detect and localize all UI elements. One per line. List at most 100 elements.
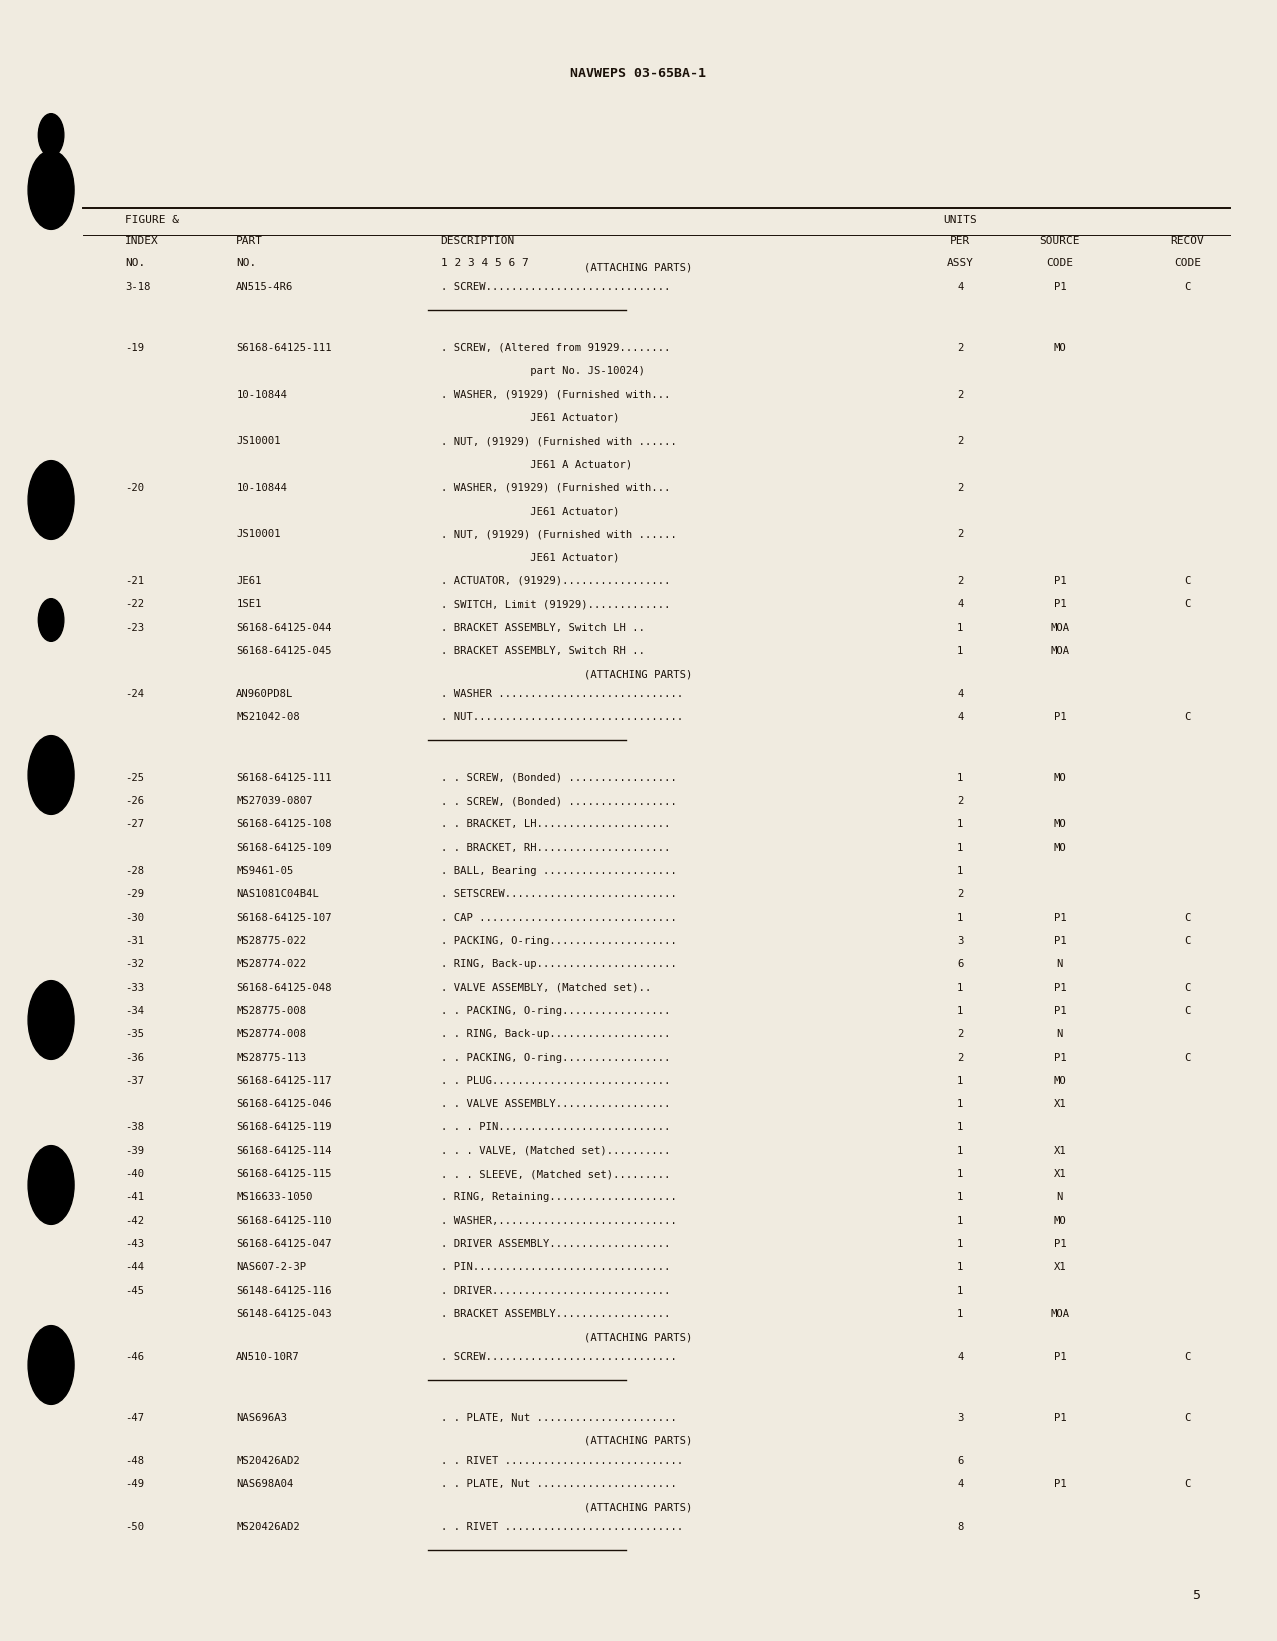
- Text: SOURCE: SOURCE: [1039, 236, 1080, 246]
- Text: . WASHER,............................: . WASHER,............................: [441, 1216, 677, 1226]
- Text: MS28775-113: MS28775-113: [236, 1052, 306, 1062]
- Text: -50: -50: [125, 1523, 144, 1533]
- Text: MOA: MOA: [1051, 622, 1069, 632]
- Text: X1: X1: [1054, 1262, 1066, 1272]
- Text: -39: -39: [125, 1145, 144, 1155]
- Text: -27: -27: [125, 819, 144, 829]
- Text: 2: 2: [958, 482, 963, 492]
- Text: S6168-64125-111: S6168-64125-111: [236, 773, 332, 783]
- Text: S6168-64125-107: S6168-64125-107: [236, 912, 332, 922]
- Text: N: N: [1057, 960, 1062, 970]
- Text: NAS1081C04B4L: NAS1081C04B4L: [236, 889, 319, 899]
- Text: 2: 2: [958, 1052, 963, 1062]
- Text: -28: -28: [125, 866, 144, 876]
- Text: NAVWEPS 03-65BA-1: NAVWEPS 03-65BA-1: [571, 67, 706, 80]
- Text: 1: 1: [958, 1006, 963, 1016]
- Text: N: N: [1057, 1193, 1062, 1203]
- Text: X1: X1: [1054, 1168, 1066, 1178]
- Ellipse shape: [38, 113, 64, 156]
- Text: 4: 4: [958, 1352, 963, 1362]
- Text: . BRACKET ASSEMBLY, Switch RH ..: . BRACKET ASSEMBLY, Switch RH ..: [441, 647, 645, 656]
- Text: 1 2 3 4 5 6 7: 1 2 3 4 5 6 7: [441, 258, 529, 267]
- Text: S6168-64125-044: S6168-64125-044: [236, 622, 332, 632]
- Text: S6168-64125-109: S6168-64125-109: [236, 843, 332, 853]
- Text: AN515-4R6: AN515-4R6: [236, 282, 294, 292]
- Text: . . SCREW, (Bonded) .................: . . SCREW, (Bonded) .................: [441, 773, 677, 783]
- Text: (ATTACHING PARTS): (ATTACHING PARTS): [585, 263, 692, 272]
- Text: S6168-64125-048: S6168-64125-048: [236, 983, 332, 993]
- Text: . RING, Back-up......................: . RING, Back-up......................: [441, 960, 677, 970]
- Text: C: C: [1185, 1006, 1190, 1016]
- Text: -49: -49: [125, 1479, 144, 1488]
- Text: -37: -37: [125, 1076, 144, 1086]
- Text: AN510-10R7: AN510-10R7: [236, 1352, 300, 1362]
- Text: P1: P1: [1054, 1006, 1066, 1016]
- Text: 1: 1: [958, 773, 963, 783]
- Text: . DRIVER............................: . DRIVER............................: [441, 1285, 670, 1295]
- Text: S6168-64125-108: S6168-64125-108: [236, 819, 332, 829]
- Text: RECOV: RECOV: [1171, 236, 1204, 246]
- Text: C: C: [1185, 1479, 1190, 1488]
- Text: -24: -24: [125, 689, 144, 699]
- Text: -44: -44: [125, 1262, 144, 1272]
- Text: P1: P1: [1054, 599, 1066, 609]
- Text: -48: -48: [125, 1456, 144, 1465]
- Text: JS10001: JS10001: [236, 437, 281, 446]
- Text: DESCRIPTION: DESCRIPTION: [441, 236, 515, 246]
- Text: MS27039-0807: MS27039-0807: [236, 796, 313, 806]
- Text: 1: 1: [958, 983, 963, 993]
- Text: JE61: JE61: [236, 576, 262, 586]
- Text: 2: 2: [958, 389, 963, 399]
- Text: P1: P1: [1054, 1352, 1066, 1362]
- Text: . SCREW..............................: . SCREW..............................: [441, 1352, 677, 1362]
- Text: 4: 4: [958, 1479, 963, 1488]
- Text: 4: 4: [958, 599, 963, 609]
- Text: (ATTACHING PARTS): (ATTACHING PARTS): [585, 670, 692, 679]
- Text: -30: -30: [125, 912, 144, 922]
- Text: 2: 2: [958, 796, 963, 806]
- Ellipse shape: [28, 461, 74, 540]
- Text: S6168-64125-045: S6168-64125-045: [236, 647, 332, 656]
- Text: 1: 1: [958, 1145, 963, 1155]
- Text: JE61 Actuator): JE61 Actuator): [441, 553, 619, 563]
- Text: -46: -46: [125, 1352, 144, 1362]
- Text: C: C: [1185, 599, 1190, 609]
- Text: . ACTUATOR, (91929).................: . ACTUATOR, (91929).................: [441, 576, 670, 586]
- Text: -23: -23: [125, 622, 144, 632]
- Text: -42: -42: [125, 1216, 144, 1226]
- Text: 5: 5: [1193, 1588, 1200, 1602]
- Text: INDEX: INDEX: [125, 236, 158, 246]
- Text: NO.: NO.: [125, 258, 146, 267]
- Text: 4: 4: [958, 689, 963, 699]
- Text: . NUT, (91929) (Furnished with ......: . NUT, (91929) (Furnished with ......: [441, 530, 677, 540]
- Ellipse shape: [38, 599, 64, 642]
- Text: -35: -35: [125, 1029, 144, 1039]
- Text: 1: 1: [958, 866, 963, 876]
- Ellipse shape: [28, 735, 74, 814]
- Text: S6148-64125-116: S6148-64125-116: [236, 1285, 332, 1295]
- Text: (ATTACHING PARTS): (ATTACHING PARTS): [585, 1436, 692, 1446]
- Text: . NUT.................................: . NUT.................................: [441, 712, 683, 722]
- Text: S6168-64125-046: S6168-64125-046: [236, 1099, 332, 1109]
- Text: -19: -19: [125, 343, 144, 353]
- Text: P1: P1: [1054, 712, 1066, 722]
- Text: JE61 A Actuator): JE61 A Actuator): [441, 459, 632, 469]
- Text: NAS698A04: NAS698A04: [236, 1479, 294, 1488]
- Text: MS20426AD2: MS20426AD2: [236, 1456, 300, 1465]
- Text: . . PACKING, O-ring.................: . . PACKING, O-ring.................: [441, 1006, 670, 1016]
- Text: P1: P1: [1054, 983, 1066, 993]
- Text: -25: -25: [125, 773, 144, 783]
- Text: MS28775-022: MS28775-022: [236, 935, 306, 945]
- Text: 1: 1: [958, 819, 963, 829]
- Text: 1: 1: [958, 912, 963, 922]
- Text: . BRACKET ASSEMBLY..................: . BRACKET ASSEMBLY..................: [441, 1310, 670, 1319]
- Text: S6168-64125-110: S6168-64125-110: [236, 1216, 332, 1226]
- Text: AN960PD8L: AN960PD8L: [236, 689, 294, 699]
- Text: PART: PART: [236, 236, 263, 246]
- Text: . . RING, Back-up...................: . . RING, Back-up...................: [441, 1029, 670, 1039]
- Text: . . PLATE, Nut ......................: . . PLATE, Nut ......................: [441, 1479, 677, 1488]
- Text: . . . SLEEVE, (Matched set).........: . . . SLEEVE, (Matched set).........: [441, 1168, 670, 1178]
- Text: C: C: [1185, 282, 1190, 292]
- Text: 2: 2: [958, 530, 963, 540]
- Text: P1: P1: [1054, 1052, 1066, 1062]
